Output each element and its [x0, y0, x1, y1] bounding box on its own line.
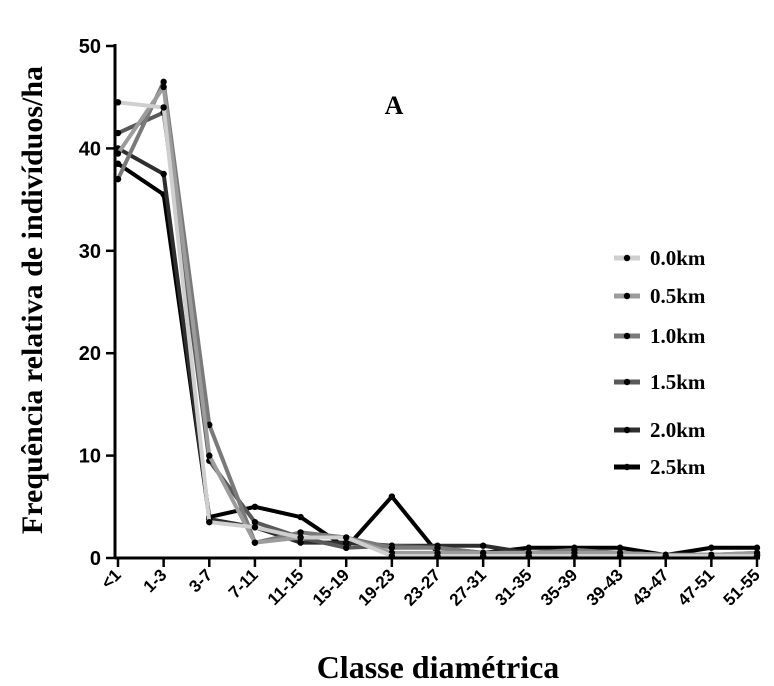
x-tick-label-4: 11-15 [264, 565, 308, 609]
x-axis-label: Classe diamétrica [317, 649, 560, 685]
point-0.0km-3 [251, 524, 259, 531]
y-tick-label-3: 30 [79, 241, 101, 263]
point-2.5km-9 [525, 544, 532, 551]
y-tick-label-1: 10 [79, 446, 101, 468]
y-tick-label-0: 0 [90, 548, 101, 570]
x-tick-label-0: <1 [98, 565, 125, 592]
point-1.0km-6 [388, 544, 396, 551]
series-layer [114, 78, 761, 560]
point-2.0km-1 [160, 170, 167, 178]
x-tick-label-12: 43-47 [628, 565, 672, 609]
x-tick-label-13: 47-51 [674, 565, 718, 609]
legend-label-0.5km: 0.5km [650, 284, 706, 308]
legend-marker-2.5km [623, 463, 631, 471]
point-1.5km-5 [343, 544, 350, 551]
legend-marker-1.5km [623, 378, 631, 386]
point-1.0km-7 [434, 544, 441, 551]
legend-marker-2.0km [623, 426, 631, 434]
point-2.5km-3 [251, 503, 259, 510]
x-tick-label-3: 7-11 [225, 565, 262, 602]
series-line-0.5km [116, 84, 758, 557]
point-0.5km-2 [206, 452, 213, 459]
legend-marker-1.0km [623, 332, 631, 340]
legend-label-1.5km: 1.5km [650, 370, 706, 394]
point-1.5km-3 [251, 518, 259, 526]
point-0.5km-1 [160, 83, 167, 91]
point-0.5km-3 [251, 539, 259, 546]
point-2.5km-4 [297, 513, 304, 521]
y-tick-label-5: 50 [79, 36, 101, 58]
legend-marker-0.5km [623, 292, 631, 300]
x-tick-label-1: 1-3 [140, 565, 171, 596]
point-2.5km-11 [616, 544, 624, 551]
x-tick-label-7: 23-27 [400, 565, 444, 609]
y-tick-label-4: 40 [79, 138, 101, 160]
point-2.0km-5 [343, 539, 350, 546]
point-2.5km-13 [708, 544, 715, 551]
point-2.5km-6 [388, 493, 396, 500]
x-tick-label-9: 31-35 [491, 565, 535, 609]
point-1.0km-1 [160, 78, 167, 86]
point-0.0km-2 [206, 518, 213, 526]
legend-label-2.5km: 2.5km [650, 455, 706, 479]
x-tick-label-14: 51-55 [720, 565, 764, 609]
panel-label: A [385, 91, 404, 120]
series-line-1.0km [116, 79, 758, 557]
series-line-2.5km [116, 162, 757, 557]
point-0.0km-4 [297, 534, 304, 541]
x-tick-label-11: 39-43 [583, 565, 627, 609]
legend: 0.0km 0.5km 1.0km 1.5km 2.0km 2.5km [614, 246, 706, 479]
x-tick-label-6: 19-23 [355, 565, 399, 609]
x-tick-label-2: 3-7 [185, 565, 216, 596]
series-line-2.0km [117, 146, 757, 557]
x-tick-label-10: 35-39 [537, 565, 581, 609]
legend-label-1.0km: 1.0km [650, 324, 706, 348]
y-axis-label: Frequência relativa de indivíduos/ha [16, 66, 49, 534]
x-tick-label-5: 15-19 [309, 565, 353, 609]
legend-marker-0.0km [623, 254, 631, 262]
y-tick-label-2: 20 [79, 343, 101, 365]
legend-label-2.0km: 2.0km [650, 418, 706, 442]
x-tick-label-8: 27-31 [446, 565, 490, 609]
point-0.0km-1 [160, 104, 167, 111]
point-1.0km-4 [297, 529, 304, 536]
point-2.5km-14 [753, 544, 761, 551]
point-2.0km-8 [479, 542, 487, 549]
point-0.0km-5 [343, 534, 350, 541]
legend-label-0.0km: 0.0km [650, 246, 706, 270]
point-2.0km-4 [297, 539, 304, 546]
